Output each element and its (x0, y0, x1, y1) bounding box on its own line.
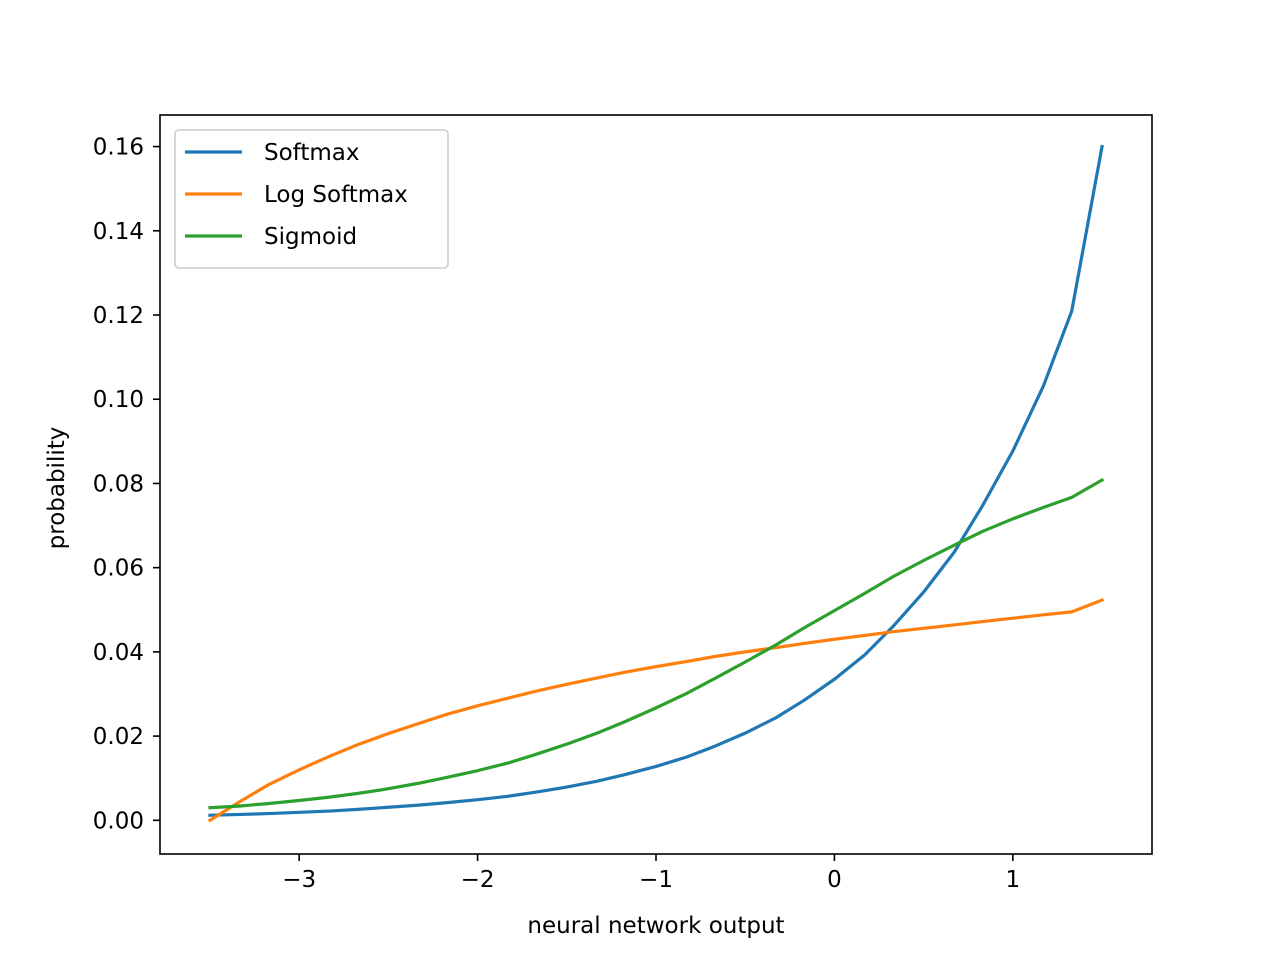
series-line-softmax (208, 144, 1104, 817)
x-tick-label: −2 (461, 867, 495, 893)
y-axis-label: probability (44, 427, 70, 550)
x-tick-label: −3 (282, 867, 316, 893)
legend-label: Log Softmax (264, 182, 408, 208)
legend-box (174, 129, 449, 269)
x-tick-label: 0 (827, 867, 842, 893)
y-tick-label: 0.00 (93, 808, 144, 834)
legend: Softmax Log Softmax Sigmoid (174, 129, 449, 269)
x-axis-label: neural network output (527, 913, 784, 939)
x-tick-label: 1 (1006, 867, 1021, 893)
legend-label: Sigmoid (264, 224, 357, 250)
y-tick-label: 0.06 (93, 556, 144, 582)
series-line-sigmoid (208, 477, 1105, 810)
y-tick-label: 0.16 (93, 135, 144, 161)
y-tick-label: 0.08 (93, 471, 144, 497)
y-tick-label: 0.14 (93, 219, 144, 245)
x-tick-label: −1 (639, 867, 673, 893)
y-tick-label: 0.02 (93, 724, 144, 750)
y-tick-label: 0.10 (93, 387, 144, 413)
y-axis-ticks: 0.00 0.02 0.04 0.06 0.08 0.10 0.12 0.14 0.16 (93, 135, 160, 834)
series-line-log-softmax (207, 598, 1105, 823)
legend-label: Softmax (264, 140, 360, 166)
series-layer (207, 144, 1105, 823)
y-tick-label: 0.04 (93, 640, 144, 666)
x-axis-ticks: −3 −2 −1 0 1 (282, 854, 1020, 893)
y-tick-label: 0.12 (93, 303, 144, 329)
